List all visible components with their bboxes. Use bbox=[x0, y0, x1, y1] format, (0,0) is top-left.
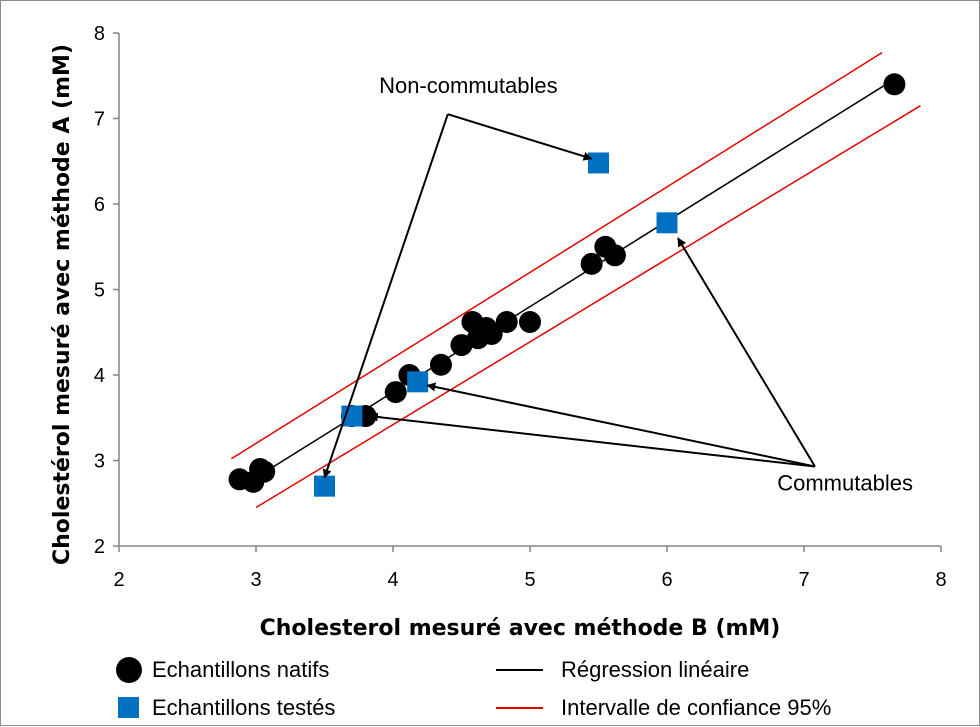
legend-marker-circle bbox=[116, 657, 142, 683]
annotation-arrow bbox=[447, 113, 593, 161]
point-natif bbox=[480, 322, 503, 345]
point-natif bbox=[384, 381, 407, 404]
annotations: Non-commutables Commutables bbox=[322, 73, 913, 495]
point-teste bbox=[314, 475, 335, 497]
point-teste bbox=[656, 212, 678, 234]
x-axis-title: Cholesterol mesuré avec méthode B (mM) bbox=[260, 616, 781, 641]
point-natif bbox=[253, 460, 276, 483]
x-tick-label: 2 bbox=[113, 569, 124, 591]
point-natif bbox=[580, 252, 603, 275]
point-teste bbox=[588, 152, 609, 174]
point-natif bbox=[883, 73, 906, 96]
y-tick-label: 4 bbox=[94, 365, 105, 387]
annotation-arrow bbox=[322, 113, 449, 479]
annotation-arrow bbox=[426, 382, 816, 468]
x-tick-label: 7 bbox=[798, 569, 809, 591]
y-tick-label: 3 bbox=[94, 451, 105, 473]
point-natif bbox=[519, 310, 541, 333]
series-echantillons-testes bbox=[314, 152, 678, 497]
y-axis-ticks: 2 3 4 5 6 7 8 bbox=[94, 23, 119, 558]
annotation-arrow bbox=[677, 237, 816, 467]
legend-label-regression: Régression linéaire bbox=[561, 657, 749, 682]
y-tick-label: 7 bbox=[94, 109, 105, 131]
y-tick-label: 6 bbox=[94, 194, 105, 216]
annotation-label: Non-commutables bbox=[379, 73, 558, 98]
annotation-label: Commutables bbox=[777, 470, 913, 495]
y-tick-label: 2 bbox=[94, 536, 105, 558]
x-tick-label: 4 bbox=[387, 569, 398, 591]
x-axis-ticks: 2 3 4 5 6 7 8 bbox=[113, 546, 947, 591]
legend-label-confidence: Intervalle de confiance 95% bbox=[561, 695, 831, 720]
x-tick-label: 3 bbox=[250, 569, 261, 591]
axes: 2 3 4 5 6 7 8 2 3 4 5 6 7 8 bbox=[94, 23, 947, 591]
legend-marker-square bbox=[118, 697, 139, 718]
point-natif bbox=[603, 244, 626, 267]
point-natif bbox=[429, 353, 452, 376]
confidence-upper-line bbox=[230, 52, 883, 460]
legend: Echantillons natifs Echantillons testés … bbox=[116, 657, 831, 720]
series-echantillons-natifs bbox=[228, 73, 906, 493]
point-teste bbox=[407, 371, 429, 393]
x-tick-label: 5 bbox=[524, 569, 535, 591]
point-natif bbox=[495, 310, 518, 333]
legend-label-testes: Echantillons testés bbox=[152, 695, 335, 720]
annotation-arrow bbox=[368, 412, 816, 468]
point-natif bbox=[450, 334, 473, 357]
y-axis-title: Cholestérol mesuré avec méthode A (mM) bbox=[50, 44, 75, 565]
confidence-lower-line bbox=[255, 105, 921, 509]
legend-label-natifs: Echantillons natifs bbox=[152, 657, 329, 682]
x-tick-label: 8 bbox=[935, 569, 946, 591]
x-tick-label: 6 bbox=[661, 569, 672, 591]
y-tick-label: 5 bbox=[94, 280, 105, 302]
y-tick-label: 8 bbox=[94, 23, 105, 45]
